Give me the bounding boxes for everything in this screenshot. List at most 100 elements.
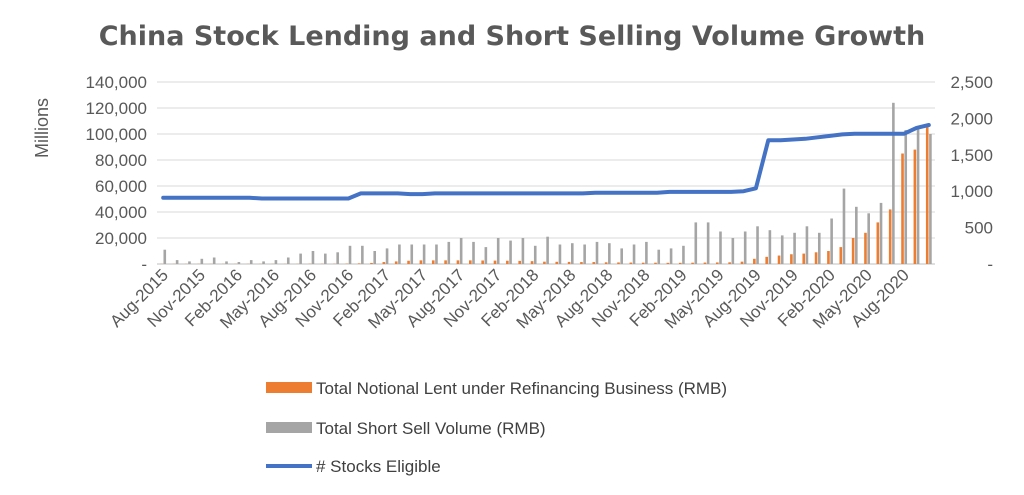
legend-item: Total Short Sell Volume (RMB)	[266, 419, 546, 438]
y-tick-label: 80,000	[95, 151, 147, 170]
legend-label: Total Short Sell Volume (RMB)	[316, 419, 546, 438]
bar-short-sell	[892, 102, 895, 264]
bar-notional-lent	[469, 260, 472, 264]
bar-short-sell	[410, 244, 414, 264]
bar-short-sell	[608, 243, 611, 264]
bar-short-sell	[706, 222, 710, 264]
bar-short-sell	[373, 251, 377, 264]
y-tick-label: -	[141, 255, 147, 274]
bar-notional-lent	[506, 260, 509, 264]
bar-short-sell	[188, 261, 191, 264]
bar-notional-lent	[790, 254, 793, 264]
bar-notional-lent	[876, 222, 880, 264]
bar-notional-lent	[691, 262, 694, 264]
axes-group: - 20,000 40,000 60,000 80,000 100,000 120,000 1…	[86, 73, 993, 332]
legend-label: # Stocks Eligible	[316, 457, 441, 476]
bar-short-sell	[496, 238, 500, 264]
bar-short-sell	[286, 257, 290, 264]
bar-short-sell	[212, 257, 216, 264]
bar-notional-lent	[703, 262, 707, 264]
bar-notional-lent	[370, 262, 373, 264]
bar-short-sell	[484, 247, 488, 264]
bar-short-sell	[422, 244, 426, 264]
bar-short-sell	[175, 260, 179, 264]
bar-short-sell	[570, 243, 574, 264]
bar-short-sell	[459, 238, 463, 264]
y-tick-label: 20,000	[95, 229, 147, 248]
bar-notional-lent	[592, 262, 596, 264]
bar-short-sell	[361, 245, 364, 264]
bar-short-sell	[398, 244, 401, 264]
bar-short-sell	[780, 235, 784, 264]
bar-notional-lent	[357, 263, 361, 264]
bar-short-sell	[299, 253, 302, 264]
bar-notional-lent	[666, 262, 670, 264]
bar-short-sell	[324, 253, 327, 264]
line-stocks-eligible	[161, 123, 931, 201]
bar-notional-lent	[555, 261, 559, 264]
bar-short-sell	[249, 260, 253, 264]
bar-notional-lent	[431, 260, 435, 264]
bar-short-sell	[435, 244, 438, 264]
bar-short-sell	[867, 213, 870, 264]
bar-short-sell	[904, 130, 908, 264]
bar-short-sell	[385, 248, 389, 264]
bar-notional-lent	[777, 255, 781, 264]
bar-notional-lent	[740, 261, 744, 264]
bar-short-sell	[879, 202, 883, 264]
bar-short-sell	[595, 241, 599, 264]
bar-short-sell	[336, 252, 339, 264]
bar-notional-lent	[567, 261, 571, 264]
bar-short-sell	[546, 236, 549, 264]
y-tick-label: 40,000	[95, 203, 147, 222]
bar-notional-lent	[518, 260, 522, 264]
bar-short-sell	[558, 244, 562, 264]
bar-short-sell	[719, 231, 722, 264]
bar-short-sell	[645, 241, 648, 264]
bar-short-sell	[447, 241, 451, 264]
bar-short-sell	[274, 260, 278, 264]
y-tick-label: 60,000	[95, 177, 147, 196]
bar-short-sell	[237, 262, 241, 264]
bar-short-sell	[262, 261, 265, 264]
bar-notional-lent	[901, 153, 904, 264]
bar-notional-lent	[493, 260, 497, 264]
y2-tick-label: 1,000	[950, 182, 993, 201]
bar-short-sell	[311, 251, 315, 264]
bar-short-sell	[472, 241, 475, 264]
bar-notional-lent	[382, 262, 386, 264]
bar-notional-lent	[925, 126, 929, 264]
bar-short-sell	[657, 249, 661, 264]
bar-short-sell	[830, 218, 833, 264]
y-tick-label: 120,000	[86, 99, 147, 118]
bar-notional-lent	[444, 260, 447, 264]
bar-notional-lent	[765, 256, 768, 264]
bar-notional-lent	[641, 262, 645, 264]
legend-swatch	[266, 422, 312, 433]
chart-title: China Stock Lending and Short Selling Vo…	[99, 21, 926, 52]
bar-notional-lent	[530, 261, 534, 264]
y2-tick-label: -	[987, 255, 993, 274]
bar-notional-lent	[753, 258, 756, 264]
bar-notional-lent	[913, 149, 917, 264]
bar-short-sell	[200, 258, 204, 264]
bar-notional-lent	[814, 252, 818, 264]
bar-short-sell	[682, 245, 685, 264]
legend-item: # Stocks Eligible	[266, 457, 441, 476]
bar-notional-lent	[580, 262, 583, 264]
y-axis-title: Millions	[32, 98, 52, 158]
y-tick-label: 140,000	[86, 73, 147, 92]
bar-short-sell	[694, 222, 698, 264]
bar-notional-lent	[839, 247, 843, 264]
bar-short-sell	[163, 249, 167, 264]
bar-short-sell	[817, 232, 821, 264]
bar-short-sell	[756, 226, 759, 264]
bar-notional-lent	[802, 253, 806, 264]
bar-notional-lent	[481, 260, 484, 264]
y2-tick-label: 2,500	[950, 73, 993, 92]
gridlines	[157, 81, 935, 265]
bar-notional-lent	[678, 262, 682, 264]
bar-short-sell	[583, 244, 586, 264]
